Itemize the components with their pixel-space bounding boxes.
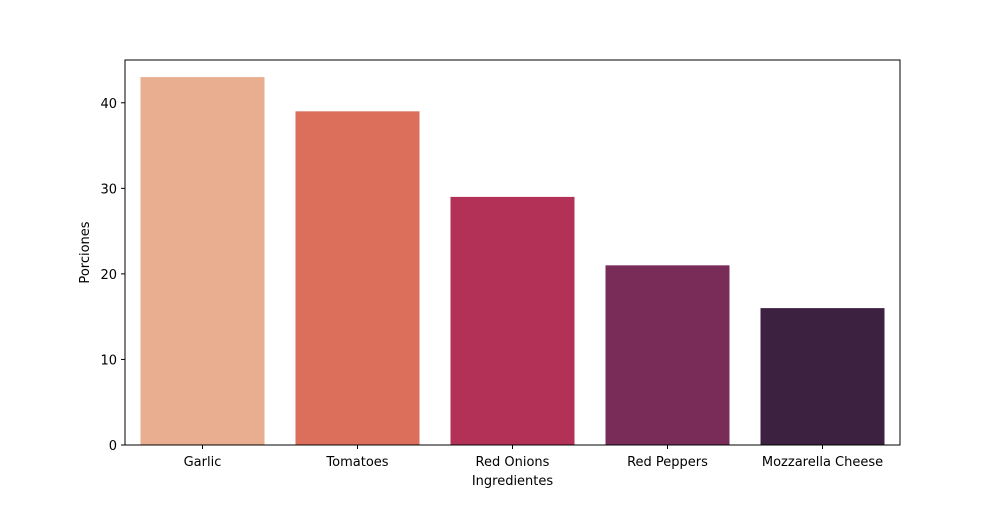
x-axis-label: Ingredientes <box>472 474 554 489</box>
x-tick-label: Mozzarella Cheese <box>762 455 883 470</box>
y-axis-label: Porciones <box>78 221 93 283</box>
y-tick-label: 20 <box>100 268 117 283</box>
x-tick-label: Red Peppers <box>627 455 708 470</box>
bar-red-onions <box>450 196 575 445</box>
bar-mozzarella-cheese <box>760 308 885 445</box>
y-tick-label: 10 <box>100 353 117 368</box>
y-tick-label: 0 <box>109 439 117 454</box>
plot-frame <box>124 59 901 446</box>
x-axis: Garlic Tomatoes Red Onions Red Peppers Mozza… <box>184 445 883 470</box>
bar-tomatoes <box>295 111 420 445</box>
y-tick-label: 40 <box>100 97 117 112</box>
bars-layer <box>140 77 885 445</box>
y-axis: 0 10 20 30 40 <box>100 97 125 454</box>
y-tick-label: 30 <box>100 182 117 197</box>
x-tick-label: Tomatoes <box>325 455 388 470</box>
bar-garlic <box>140 77 265 445</box>
bar-red-peppers <box>605 265 730 445</box>
x-tick-label: Garlic <box>184 455 222 470</box>
x-tick-label: Red Onions <box>476 455 550 470</box>
